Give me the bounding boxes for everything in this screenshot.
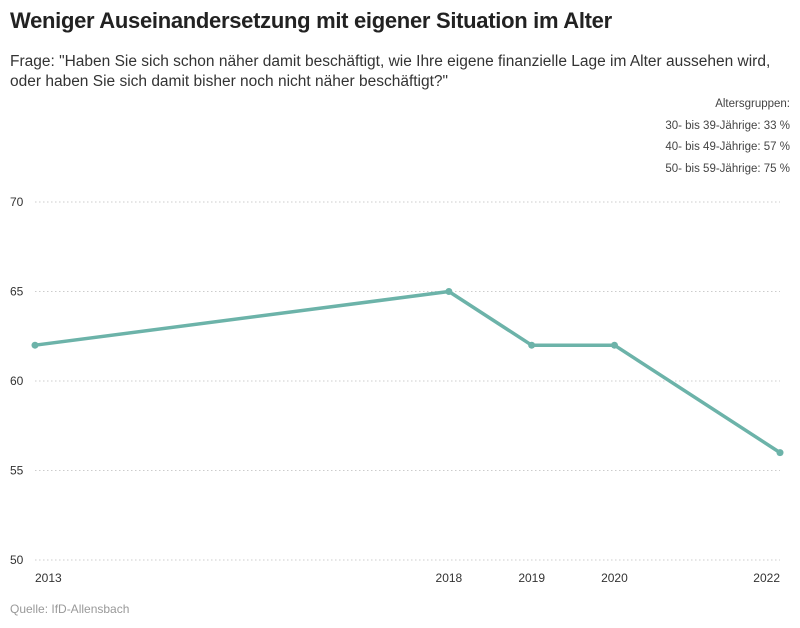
- chart-subtitle: Frage: "Haben Sie sich schon näher damit…: [10, 53, 771, 90]
- y-tick-label: 65: [10, 285, 24, 299]
- note-line: 50- bis 59-Jährige: 75 %: [665, 162, 790, 175]
- series-line: [34, 289, 781, 455]
- x-tick-label: 2020: [601, 571, 628, 585]
- x-tick-label: 2022: [753, 571, 780, 585]
- y-tick-label: 60: [10, 374, 24, 388]
- y-tick-label: 50: [10, 553, 24, 567]
- x-tick-label: 2018: [436, 571, 463, 585]
- y-tick-label: 70: [10, 195, 24, 209]
- data-point: [610, 341, 618, 349]
- chart-title: Weniger Auseinandersetzung mit eigener S…: [10, 8, 612, 33]
- x-tick-label: 2019: [518, 571, 545, 585]
- y-tick-label: 55: [10, 464, 24, 478]
- note-line: 40- bis 49-Jährige: 57 %: [665, 141, 790, 153]
- data-point: [31, 341, 39, 349]
- source-note: Quelle: IfD-Allensbach: [10, 602, 130, 616]
- data-point: [776, 449, 784, 457]
- x-tick-label: 2013: [35, 571, 62, 585]
- note-line: Altersgruppen:: [715, 98, 790, 110]
- data-point: [528, 341, 536, 349]
- note-line: 30- bis 39-Jährige: 33 %: [665, 119, 790, 132]
- data-point: [445, 288, 453, 295]
- age-group-notes: Altersgruppen: 30- bis 39-Jährige: 33 % …: [665, 94, 790, 180]
